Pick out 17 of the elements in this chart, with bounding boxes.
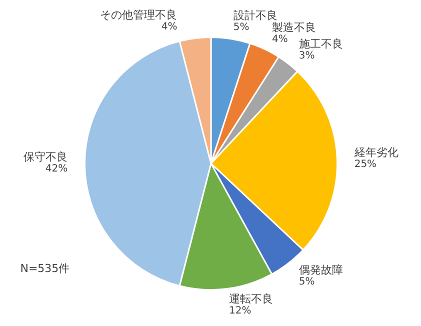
- slice-label: 製造不良: [272, 20, 316, 34]
- slice-label: 偶発故障: [298, 264, 343, 277]
- slice-label: 保守不良: [24, 150, 68, 164]
- data-label: 5%: [298, 276, 315, 288]
- data-label: 4%: [272, 34, 288, 45]
- data-label: 12%: [228, 306, 252, 317]
- data-label: 5%: [233, 22, 250, 33]
- data-label: 25%: [354, 159, 377, 170]
- slice-label: その他管理不良: [100, 8, 178, 22]
- data-label: 3%: [298, 50, 315, 62]
- text: N=535件: [20, 262, 70, 276]
- slice-label: 経年劣化: [353, 146, 398, 159]
- slice-label: 運転不良: [228, 292, 273, 306]
- slice-label: 設計不良: [233, 8, 278, 22]
- slice-label: 施工不良: [298, 37, 343, 50]
- data-label: 42%: [45, 164, 68, 174]
- data-label: 4%: [161, 21, 178, 32]
